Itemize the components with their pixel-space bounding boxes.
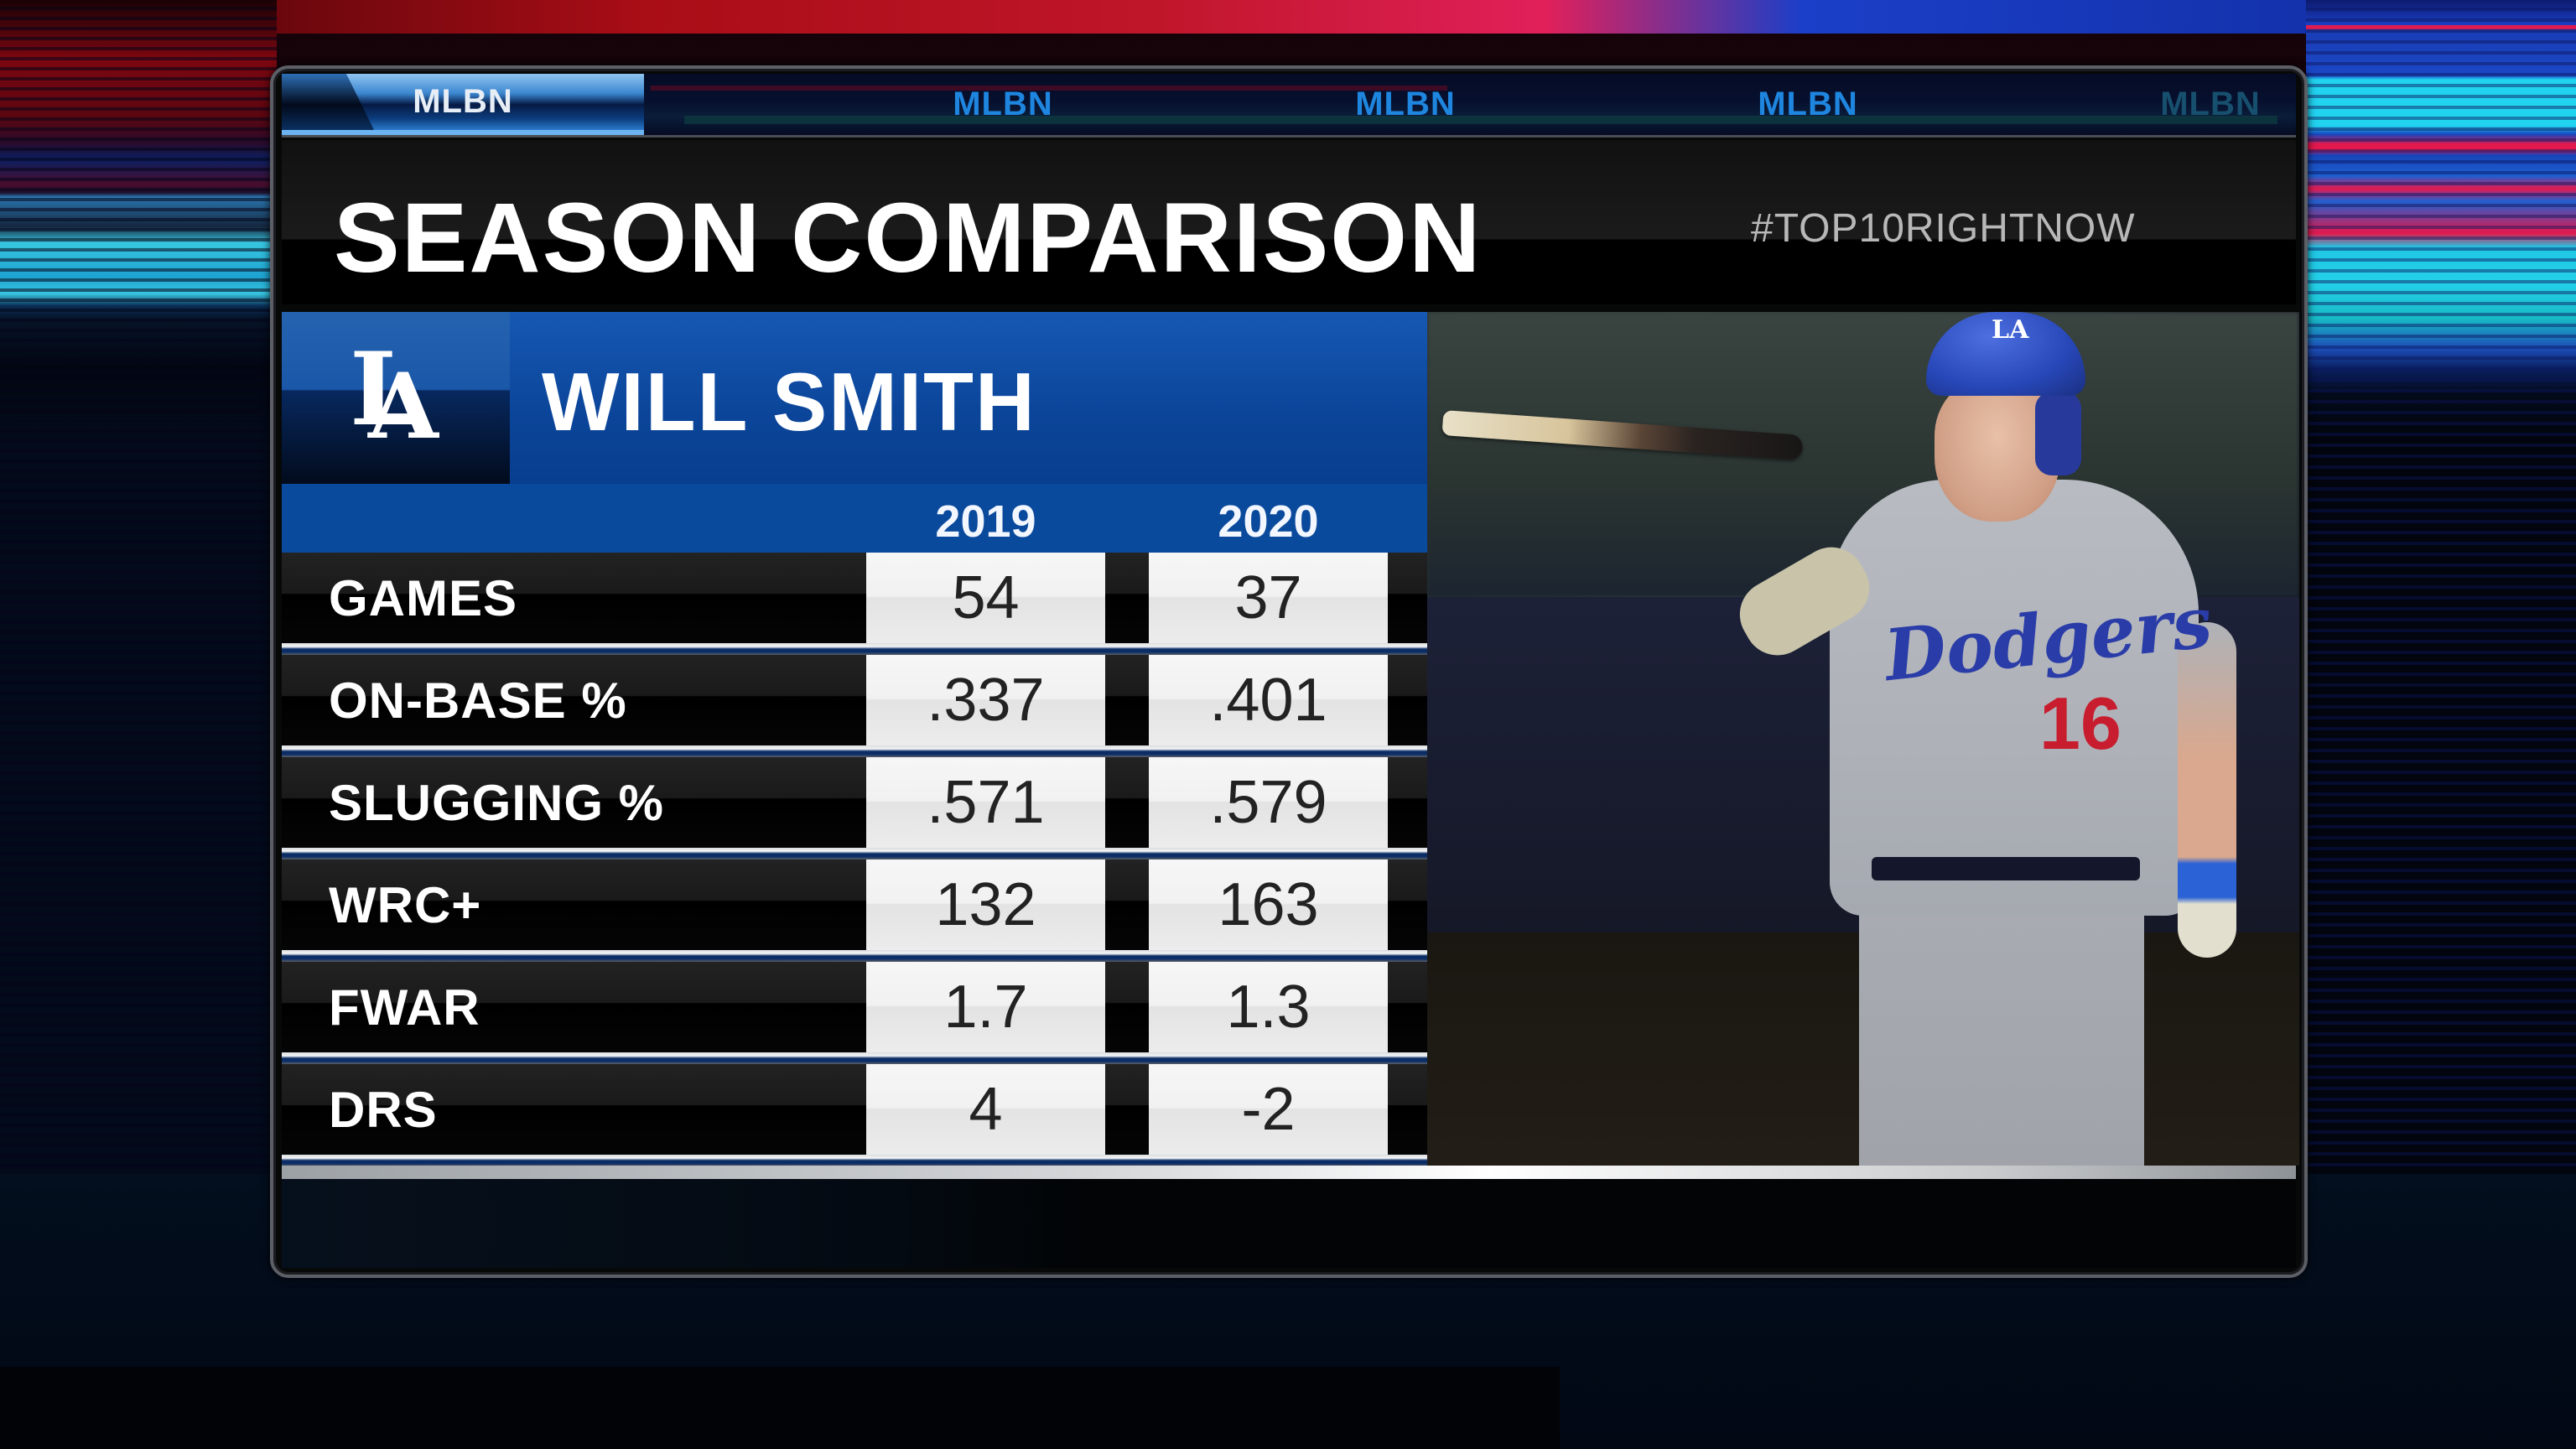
network-tab-label: MLBN	[953, 86, 1053, 122]
network-tab: MLBN	[1322, 74, 1489, 135]
background-left-glitch-stripes	[0, 0, 277, 1174]
table-row: ON-BASE % .337 .401	[282, 655, 1427, 757]
stat-value-2020: 37	[1149, 553, 1388, 643]
batting-helmet: LA	[1926, 312, 2085, 396]
network-tab-strip: MLBN MLBN MLBN MLBN MLBN	[282, 74, 2296, 138]
stat-label: SLUGGING %	[329, 775, 665, 831]
network-tab: MLBN	[919, 74, 1087, 135]
row-separator	[282, 848, 1427, 860]
background-right-glitch-stripes	[2306, 0, 2576, 1174]
stat-label: DRS	[329, 1082, 438, 1138]
network-tab-label: MLBN	[1758, 86, 1858, 122]
row-separator	[282, 1155, 1427, 1166]
player-jersey	[1830, 480, 2199, 916]
helmet-la-logo-icon: LA	[1992, 315, 2029, 345]
stat-label: WRC+	[329, 877, 482, 933]
season-comparison-panel: MLBN MLBN MLBN MLBN MLBN #TOP10RIGHTNOW …	[270, 65, 2308, 1278]
network-tab-label: MLBN	[1355, 86, 1456, 122]
stat-value-2020: 1.3	[1149, 962, 1388, 1052]
title-band: #TOP10RIGHTNOW SEASON COMPARISON	[282, 140, 2296, 304]
network-tab-active: MLBN	[282, 74, 644, 135]
stat-value-2019: .571	[866, 757, 1105, 848]
jersey-number: 16	[2039, 682, 2122, 765]
player-right-arm	[2178, 622, 2236, 958]
table-row: WRC+ 132 163	[282, 860, 1427, 962]
row-separator	[282, 643, 1427, 655]
player-photo: LA Dodgers 16	[1427, 312, 2299, 1166]
row-separator	[282, 745, 1427, 757]
background-top-stripe	[0, 0, 2576, 34]
stat-value-2019: 1.7	[866, 962, 1105, 1052]
stat-value-2019: 132	[866, 860, 1105, 950]
stat-value-2019: 54	[866, 553, 1105, 643]
table-row: GAMES 54 37	[282, 553, 1427, 655]
table-row: FWAR 1.7 1.3	[282, 962, 1427, 1064]
stat-value-2019: 4	[866, 1064, 1105, 1155]
player-figure: LA Dodgers 16	[1704, 312, 2291, 1166]
table-header-row: 2019 2020	[282, 484, 1427, 553]
stat-value-2020: .579	[1149, 757, 1388, 848]
hashtag: #TOP10RIGHTNOW	[1751, 206, 2136, 251]
network-tab-label: MLBN	[413, 83, 513, 120]
stat-value-2020: -2	[1149, 1064, 1388, 1155]
table-row: SLUGGING % .571 .579	[282, 757, 1427, 860]
stat-value-2019: .337	[866, 655, 1105, 745]
stat-label: GAMES	[329, 570, 518, 626]
network-tab: MLBN	[1724, 74, 1892, 135]
table-row: DRS 4 -2	[282, 1064, 1427, 1166]
panel-bottom-band	[282, 1179, 2296, 1268]
page-title: SEASON COMPARISON	[334, 183, 1483, 293]
column-header-2020: 2020	[1218, 496, 1319, 547]
stat-label: FWAR	[329, 979, 480, 1036]
stat-value-2020: .401	[1149, 655, 1388, 745]
player-name: WILL SMITH	[542, 356, 1036, 448]
stat-value-2020: 163	[1149, 860, 1388, 950]
row-separator	[282, 950, 1427, 962]
network-tab-faded: MLBN	[2127, 74, 2294, 135]
background-bottom-block	[0, 1367, 1560, 1449]
table-bottom-bar	[282, 1166, 2296, 1179]
column-header-2019: 2019	[935, 496, 1036, 547]
network-tab-label: MLBN	[2160, 86, 2261, 122]
row-separator	[282, 1052, 1427, 1064]
stat-label: ON-BASE %	[329, 673, 627, 729]
